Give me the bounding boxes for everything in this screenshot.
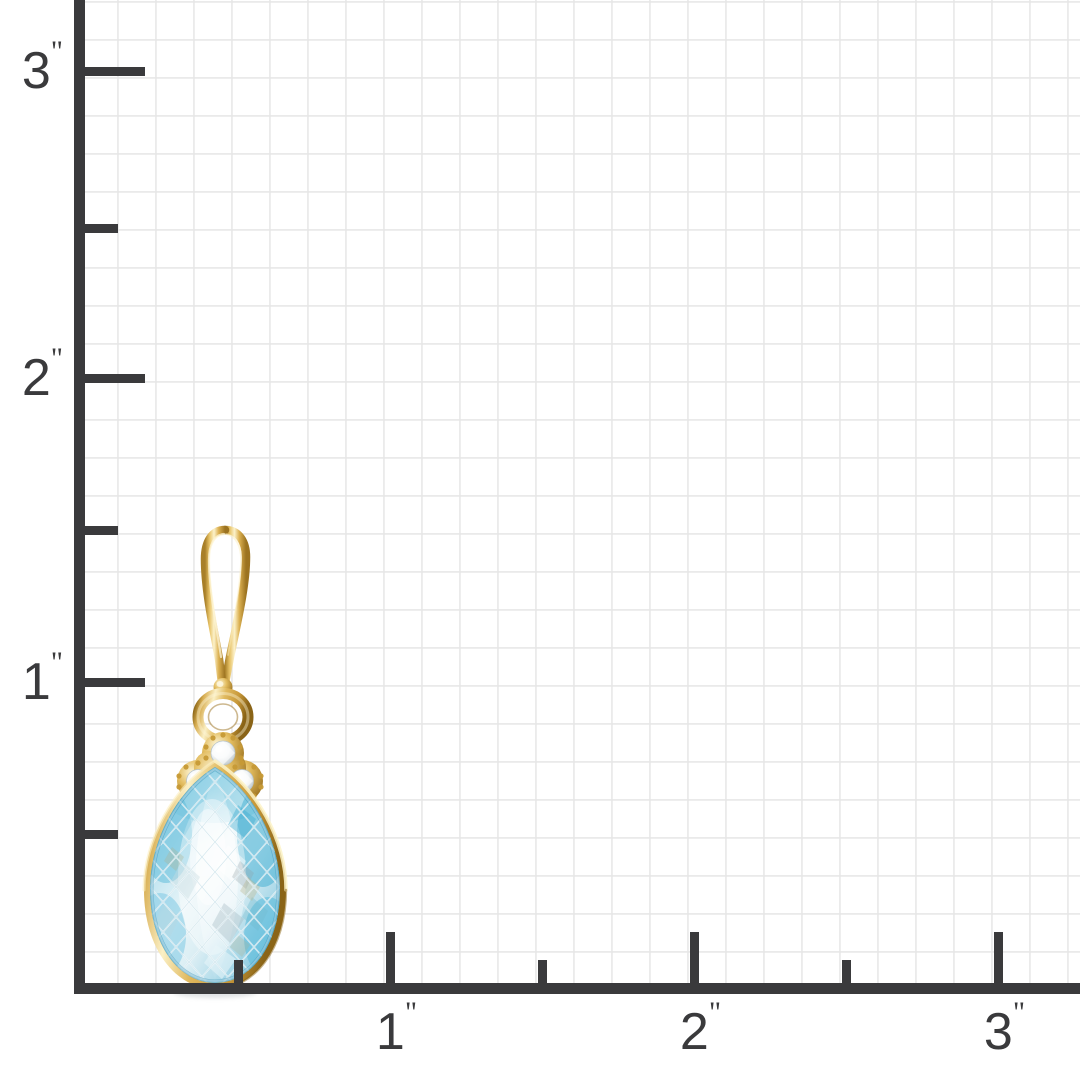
y-tick-minor-0-5 [85,830,118,839]
x-label-value: 1 [375,1003,405,1061]
x-label-value: 3 [983,1003,1013,1061]
inch-mark: " [50,341,63,375]
x-tick-major-2 [690,932,699,994]
inch-mark: " [50,34,63,68]
x-axis-label-3: 3" [983,997,1025,1061]
y-tick-major-2 [85,374,145,383]
y-label-value: 3 [21,42,51,100]
inch-mark: " [1012,995,1025,1029]
x-tick-major-1 [386,932,395,994]
y-label-value: 1 [21,653,51,711]
grid-left-margin [0,0,80,1080]
x-axis [74,983,1080,994]
y-axis-label-2: 2" [21,343,63,407]
y-axis-label-1: 1" [21,647,63,711]
y-tick-minor-2-5 [85,224,118,233]
x-tick-minor-1-5 [538,960,547,994]
inch-mark: " [50,645,63,679]
grid-bottom-margin [0,994,1080,1080]
x-axis-label-2: 2" [679,997,721,1061]
x-tick-major-3 [994,932,1003,994]
measurement-grid [80,0,1080,988]
y-axis-label-3: 3" [21,36,63,100]
y-tick-minor-1-5 [85,526,118,535]
inch-mark: " [708,995,721,1029]
x-tick-minor-0-5 [234,960,243,994]
x-tick-minor-2-5 [842,960,851,994]
y-axis [74,0,85,994]
inch-mark: " [404,995,417,1029]
x-axis-label-1: 1" [375,997,417,1061]
y-tick-major-1 [85,678,145,687]
y-label-value: 2 [21,349,51,407]
y-tick-major-3 [85,67,145,76]
x-label-value: 2 [679,1003,709,1061]
